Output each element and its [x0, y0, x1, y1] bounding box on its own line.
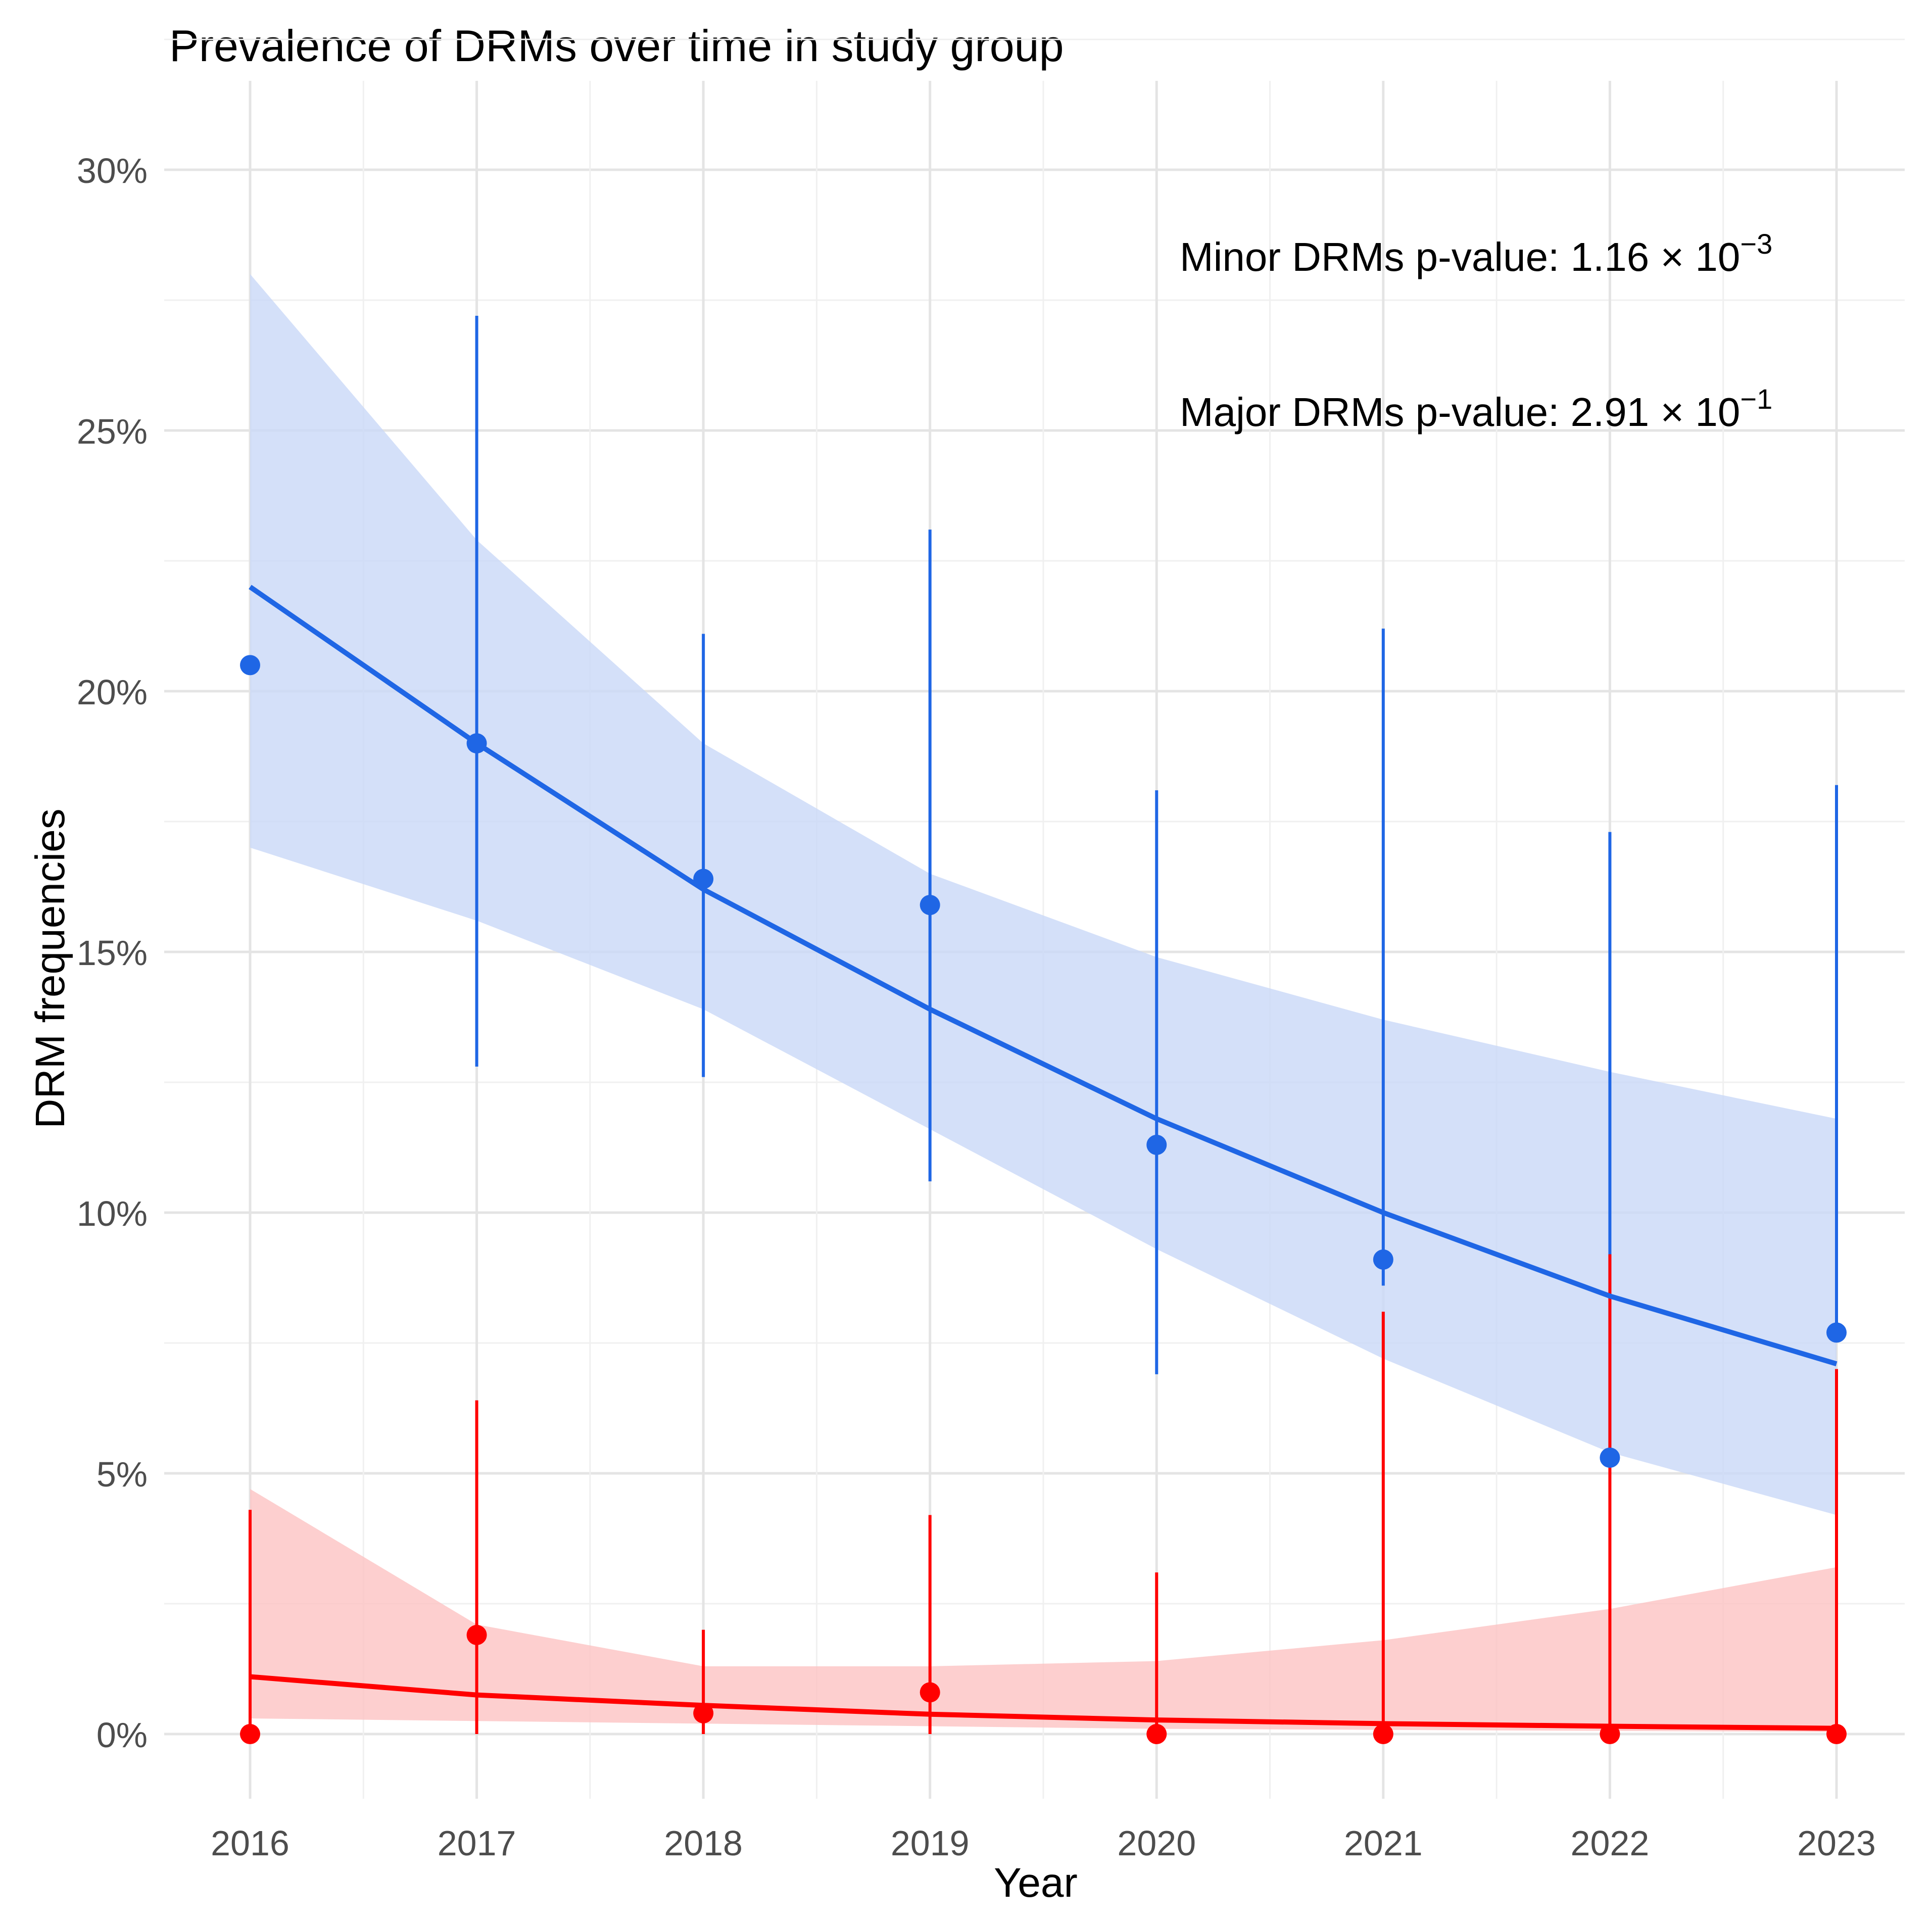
minor-pvalue-annotation: Minor DRMs p-value: 1.16 × 10−3: [1180, 227, 1772, 280]
minor-data-point: [1146, 1134, 1167, 1155]
major-data-point: [1600, 1724, 1620, 1744]
minor-data-point: [1826, 1322, 1847, 1343]
major-pvalue-text: Major DRMs p-value: 2.91 × 10: [1180, 390, 1741, 435]
minor-data-point: [1373, 1249, 1393, 1270]
x-tick-label: 2020: [1117, 1823, 1196, 1863]
x-tick-label: 2017: [438, 1823, 516, 1863]
minor-data-point: [693, 869, 714, 889]
x-tick-label: 2022: [1571, 1823, 1650, 1863]
minor-pvalue-exponent: −3: [1740, 228, 1773, 260]
x-tick-label: 2023: [1797, 1823, 1876, 1863]
major-pvalue-annotation: Major DRMs p-value: 2.91 × 10−1: [1180, 382, 1772, 436]
fit-lines: [249, 585, 1838, 1731]
confidence-bands: [250, 274, 1837, 1732]
minor-data-point: [240, 655, 260, 676]
y-tick-label: 25%: [77, 412, 148, 451]
minor-fit-line: [249, 585, 1838, 1367]
y-tick-label: 30%: [77, 151, 148, 190]
x-tick-label: 2018: [664, 1823, 743, 1863]
x-tick-label: 2016: [211, 1823, 289, 1863]
minor-confidence-band: [250, 274, 1837, 1515]
minor-data-point: [920, 895, 940, 916]
error-bars: [249, 315, 1838, 1734]
tick-labels: 0% 5% 10% 15% 20% 25% 30% 2016 2017 2018 2019 2020 2…: [77, 151, 1876, 1863]
minor-data-point: [1600, 1448, 1620, 1468]
y-tick-label: 10%: [77, 1194, 148, 1233]
x-axis-title: Year: [994, 1860, 1078, 1906]
major-confidence-band: [250, 1488, 1837, 1732]
major-data-point: [1146, 1724, 1167, 1744]
minor-data-point: [466, 733, 487, 754]
x-tick-label: 2019: [891, 1823, 970, 1863]
major-fit-line: [250, 1674, 1837, 1731]
y-axis-title: DRM frequencies: [27, 808, 73, 1129]
major-data-point: [240, 1724, 260, 1744]
major-data-point: [466, 1624, 487, 1645]
y-tick-label: 0%: [96, 1715, 148, 1755]
major-data-point: [1826, 1724, 1847, 1744]
data-points: [240, 655, 1847, 1744]
major-data-point: [693, 1703, 714, 1723]
major-pvalue-exponent: −1: [1740, 383, 1773, 415]
x-tick-label: 2021: [1344, 1823, 1423, 1863]
y-tick-label: 15%: [77, 933, 148, 973]
y-tick-label: 20%: [77, 673, 148, 712]
chart-title: Prevalence of DRMs over time in study gr…: [169, 21, 1064, 71]
major-data-point: [920, 1682, 940, 1703]
minor-pvalue-text: Minor DRMs p-value: 1.16 × 10: [1180, 234, 1741, 279]
y-tick-label: 5%: [96, 1455, 148, 1494]
major-data-point: [1373, 1724, 1393, 1744]
